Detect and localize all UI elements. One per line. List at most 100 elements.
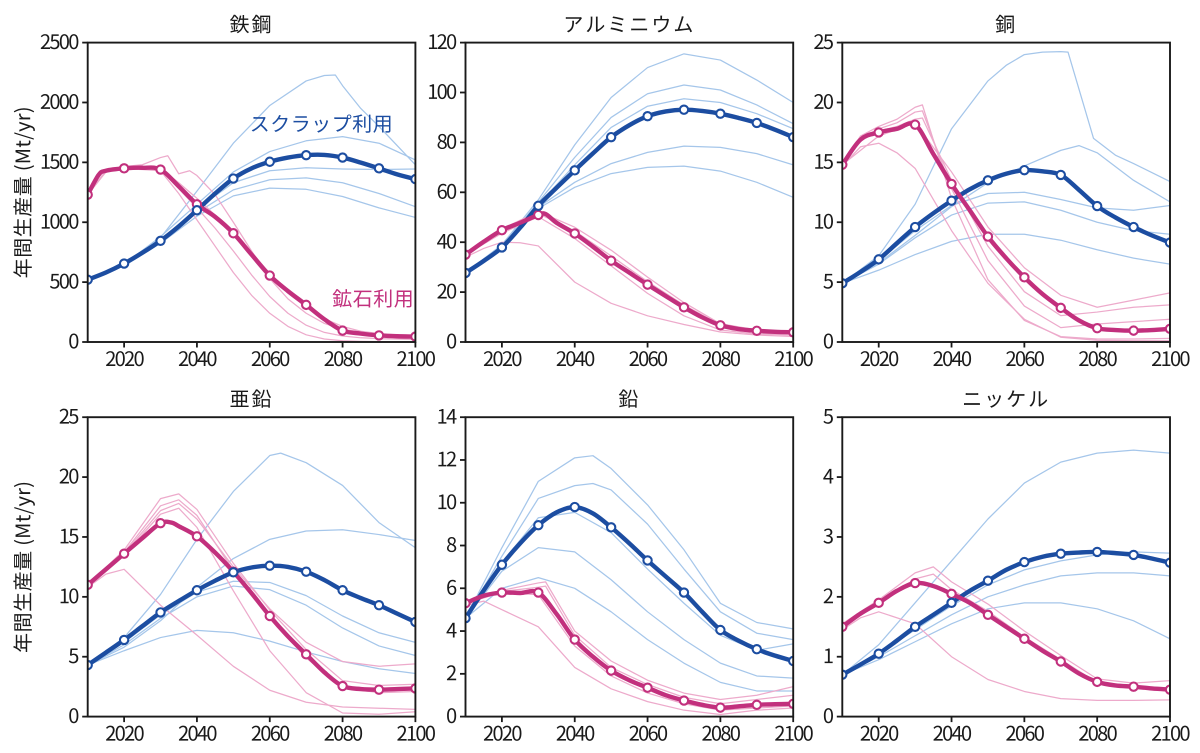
series-marker [715,108,726,119]
scrap-scenario-line [87,629,416,675]
series-marker [373,684,385,695]
glyph [1007,390,1025,407]
glyph [343,725,353,741]
subplot-copper [814,14,1190,367]
ore-series-label [332,289,412,308]
glyph [823,528,833,544]
series-marker [605,522,617,533]
glyph [824,648,833,664]
y-tick-label [59,468,79,484]
y-tick-label [437,233,457,249]
x-tick-label [702,725,740,741]
glyph [963,393,980,405]
subplot-nickel [823,390,1190,741]
glyph [178,351,189,366]
x-tick-label [324,725,363,741]
glyph [1006,725,1016,741]
glyph [13,482,35,487]
series-marker [533,209,544,221]
x-tick-label [629,351,668,367]
series-marker [1128,221,1139,233]
ore-markers [841,119,1171,336]
glyph [785,351,794,366]
ore-line [465,588,794,710]
y-tick-label [447,579,457,595]
y-tick-label [60,528,79,544]
ore-scenario-line [465,581,794,701]
scrap-scenario-line [465,547,794,679]
glyph [106,351,116,366]
x-tick-label [483,351,522,367]
axes-frame [86,416,417,718]
ore-markers [841,577,1171,695]
y-tick-label [428,34,457,50]
scrap-line [841,167,1171,286]
series-marker [569,228,580,239]
series-marker [715,702,726,713]
y-axis-label-text [13,482,35,652]
scrap-line [87,152,416,282]
series-marker [300,566,312,577]
series-marker [264,560,275,571]
glyph [446,665,457,681]
series-marker [909,221,921,233]
glyph [251,351,261,366]
subplot-title [995,14,1014,34]
series-marker [337,680,348,692]
series-marker [715,624,726,636]
scrap-scenario-line [841,201,1171,284]
series-marker [569,634,580,645]
series-marker [1019,556,1030,568]
glyph [352,114,371,133]
series-marker [1091,200,1103,212]
series-marker [1055,656,1066,667]
subplot-title [963,390,1048,408]
glyph [721,351,731,367]
series-marker [1128,681,1139,692]
series-marker [337,585,348,596]
glyph [270,725,280,741]
glyph [13,633,32,652]
glyph [314,119,329,133]
glyph [1098,725,1108,741]
x-tick-label [933,725,972,741]
glyph [654,15,669,33]
series-marker [228,173,239,184]
y-tick-label [41,153,79,170]
scrap-scenario-line [841,233,1171,284]
ore-line [87,519,416,692]
glyph [197,725,208,741]
series-marker [642,110,653,122]
series-marker [1055,169,1066,181]
series-marker [1019,272,1030,283]
scrap-scenario-line [841,602,1171,676]
glyph [437,34,447,49]
glyph [995,14,1014,34]
x-tick-label [178,725,217,741]
x-tick-label [556,351,595,367]
glyph [270,351,280,367]
glyph [1162,725,1171,741]
subplot-aluminum [428,15,813,367]
glyph [437,233,448,249]
series-marker [264,610,275,622]
glyph [13,165,35,170]
glyph [49,34,60,50]
glyph [879,725,889,741]
glyph [251,389,272,408]
series-marker [642,682,653,693]
scrap-scenario-line [465,482,794,641]
ore-markers [465,587,794,713]
scrap-line [841,549,1171,677]
y-tick-label [823,468,834,484]
glyph [565,17,582,33]
series-marker [118,634,130,646]
x-tick-label [860,725,899,741]
glyph [702,725,712,741]
series-marker [751,325,762,336]
series-marker [1091,676,1103,688]
y-tick-label [437,133,457,150]
series-marker [569,501,580,513]
